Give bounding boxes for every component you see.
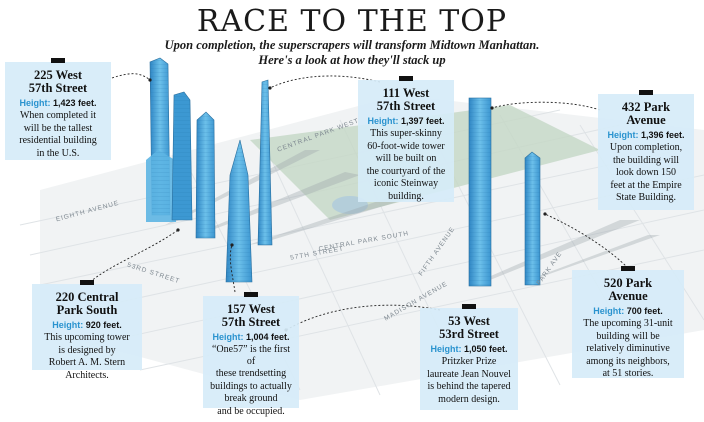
description-line: modern design.	[438, 393, 500, 405]
building-name: 432 Park	[621, 100, 671, 114]
leader-dots	[148, 78, 547, 332]
description-line: buildings to actually	[210, 380, 292, 392]
callout-225-west-57th-street: 225 West 57th Street Height: 1,423 feet.…	[5, 58, 111, 160]
building-name: 520 Park	[603, 276, 653, 290]
callout-tab	[639, 90, 653, 95]
tower-225-west-57th	[146, 57, 176, 222]
callout-111-west-57th-street: 111 West 57th Street Height: 1,397 feet.…	[358, 76, 454, 202]
description-line: feet at the Empire	[610, 179, 682, 191]
leader-lines	[89, 73, 629, 331]
description-line: relatively diminutive	[586, 343, 670, 354]
description-line: laureate Jean Nouvel	[427, 368, 511, 380]
description-line: State Building.	[616, 192, 676, 203]
building-name-2: Avenue	[626, 113, 666, 127]
description-line: in the U.S.	[36, 147, 80, 159]
height-line: Height: 700 feet.	[576, 306, 680, 317]
building-name-2: Park South	[56, 303, 118, 317]
description-line: at 51 stories.	[602, 368, 654, 379]
description-line: building.	[388, 190, 424, 202]
description-line: residential building	[19, 135, 97, 146]
description-line: is designed by	[58, 344, 116, 356]
tower-520-park-avenue	[524, 151, 541, 286]
height-label: Height:	[19, 98, 51, 108]
building-name: 225 West	[33, 68, 83, 82]
description-line: Pritzker Prize	[441, 356, 497, 367]
description-line: the building will	[612, 154, 680, 166]
callout-520-park-avenue: 520 Park Avenue Height: 700 feet. The up…	[572, 266, 684, 379]
description-line: building will be	[596, 330, 660, 342]
building-name: 111 West	[382, 86, 430, 100]
description-line: the courtyard of the	[366, 165, 446, 177]
height-value: 1,397 feet.	[400, 116, 445, 126]
description-line: iconic Steinway	[373, 178, 439, 189]
callout-53-west-53rd-street: 53 West 53rd Street Height: 1,050 feet. …	[420, 304, 518, 410]
building-name-2: 57th Street	[376, 99, 436, 113]
description-line: Upon completion,	[609, 142, 683, 153]
callout-tab	[51, 58, 65, 63]
height-label: Height:	[52, 320, 84, 330]
description-line: The upcoming 31-unit	[583, 318, 673, 329]
subtitle-line-2: Here's a look at how they'll stack up	[258, 53, 446, 67]
description-line: will be built on	[375, 153, 437, 164]
building-name-2: 57th Street	[221, 315, 281, 329]
tower-432-park-avenue	[468, 97, 492, 287]
height-value: 920 feet.	[85, 320, 122, 330]
description-line: Robert A. M. Stern	[48, 357, 126, 368]
height-label: Height:	[212, 332, 244, 342]
height-line: Height: 1,423 feet.	[9, 98, 107, 109]
height-line: Height: 1,050 feet.	[424, 344, 514, 355]
tower-220-central-park-south	[195, 111, 216, 239]
height-value: 1,423 feet.	[52, 98, 97, 108]
height-value: 1,050 feet.	[463, 344, 508, 354]
height-line: Height: 1,396 feet.	[602, 130, 690, 141]
description-line: Architects.	[65, 369, 109, 381]
callout-tab	[80, 280, 94, 285]
height-value: 1,004 feet.	[245, 332, 290, 342]
height-value: 700 feet.	[626, 306, 663, 316]
building-name: 220 Central	[55, 290, 119, 304]
description-line: these trendsetting	[215, 368, 287, 379]
building-name-2: Avenue	[608, 289, 648, 303]
callout-tab	[244, 292, 258, 297]
tower-111-west-57th	[257, 79, 273, 246]
building-name: 157 West	[226, 302, 276, 316]
description-line: and be occupied.	[217, 405, 285, 417]
callout-220-central-park-south: 220 Central Park South Height: 920 feet.…	[32, 280, 142, 381]
page-title: RACE TO THE TOP	[196, 4, 508, 39]
height-label: Height:	[430, 344, 462, 354]
description-line: 60-foot-wide tower	[367, 140, 445, 152]
height-line: Height: 920 feet.	[36, 320, 138, 331]
subtitle-line-1: Upon completion, the superscrapers will …	[164, 38, 540, 52]
description-line: break ground	[224, 393, 278, 404]
description-line: This upcoming tower	[44, 332, 130, 343]
building-name-2: 57th Street	[28, 81, 88, 95]
callout-tab	[399, 76, 413, 81]
callout-432-park-avenue: 432 Park Avenue Height: 1,396 feet. Upon…	[598, 90, 694, 210]
height-line: Height: 1,397 feet.	[362, 116, 450, 127]
height-label: Height:	[367, 116, 399, 126]
building-name-2: 53rd Street	[439, 327, 499, 341]
description-line: is behind the tapered	[427, 381, 511, 392]
description-line: When completed it	[19, 110, 97, 121]
height-label: Height:	[607, 130, 639, 140]
building-name: 53 West	[448, 314, 490, 328]
tower-157-west-57th	[171, 91, 193, 221]
description-line: This super-skinny	[370, 128, 442, 139]
description-line: will be the tallest	[23, 122, 93, 134]
height-label: Height:	[593, 306, 625, 316]
callout-tab	[462, 304, 476, 309]
height-value: 1,396 feet.	[640, 130, 685, 140]
callout-157-west-57th-street: 157 West 57th Street Height: 1,004 feet.…	[203, 292, 299, 417]
description-line: “One57” is the first of	[211, 344, 291, 367]
description-line: among its neighbors,	[586, 355, 670, 367]
description-line: look down 150	[616, 167, 676, 178]
callout-tab	[621, 266, 635, 271]
height-line: Height: 1,004 feet.	[207, 332, 295, 343]
